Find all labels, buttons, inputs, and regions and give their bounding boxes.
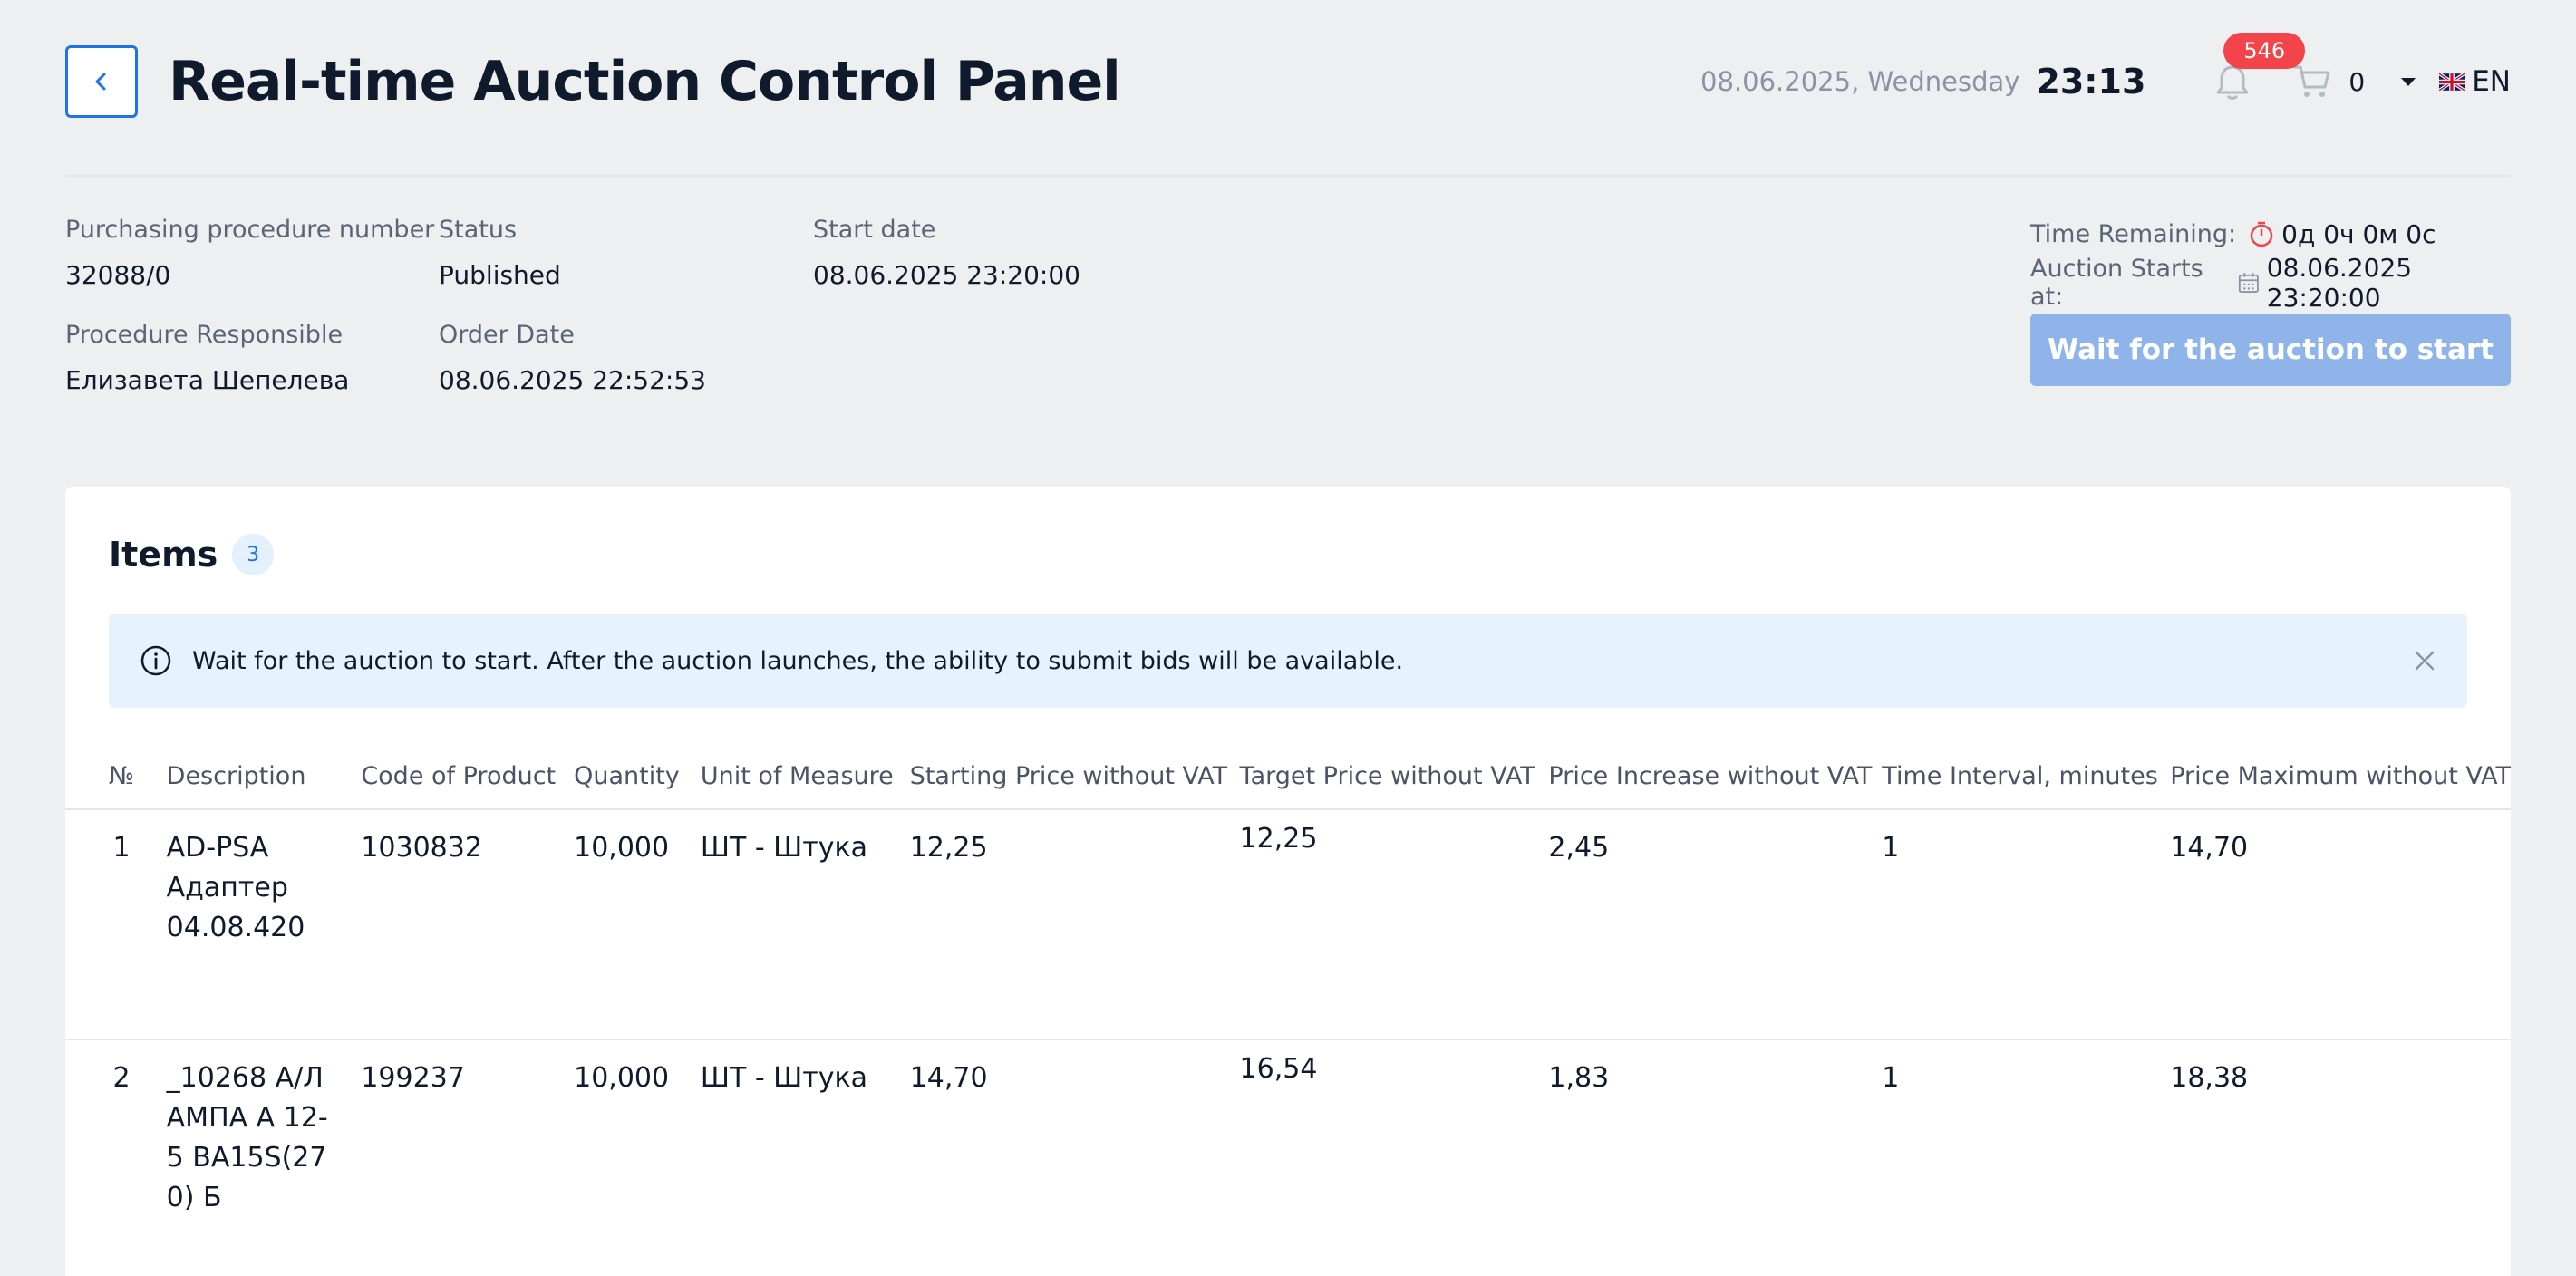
- cell-price-increase: 1,83: [1548, 1039, 1883, 1276]
- column-header[interactable]: Quantity: [574, 759, 701, 810]
- order-date-field: Order Date 08.06.2025 22:52:53: [439, 321, 706, 395]
- cell-unit: ШТ - Штука: [700, 1039, 910, 1276]
- auction-status: Time Remaining: 0д 0ч 0м 0с Auction Star…: [2030, 216, 2511, 386]
- items-card: Items 3 Wait for the auction to start. A…: [65, 487, 2511, 1276]
- chevron-down-icon[interactable]: [2401, 77, 2416, 86]
- procedure-number-label: Purchasing procedure number: [65, 216, 435, 244]
- time-remaining-label: Time Remaining:: [2030, 219, 2237, 248]
- close-icon[interactable]: [2413, 649, 2436, 672]
- info-icon: [140, 645, 171, 676]
- cell-quantity: 10,000: [574, 1039, 701, 1276]
- responsible-field: Procedure Responsible Елизавета Шепелева: [65, 321, 349, 395]
- items-count-badge: 3: [232, 534, 275, 575]
- start-date-label: Start date: [813, 216, 936, 244]
- cell-target-price: 16,54: [1239, 1039, 1549, 1276]
- cell-price-maximum: 18,38: [2170, 1039, 2511, 1276]
- cell-starting-price: 14,70: [909, 1039, 1240, 1276]
- order-date-label: Order Date: [439, 321, 575, 349]
- column-header[interactable]: Unit of Measure: [700, 759, 910, 810]
- bell-icon: [2216, 65, 2249, 100]
- current-time: 23:13: [2036, 62, 2146, 102]
- starts-at-label: Auction Starts at:: [2030, 255, 2203, 311]
- responsible-label: Procedure Responsible: [65, 321, 344, 349]
- cell-code: 1030832: [361, 809, 575, 1040]
- cell-time-interval: 1: [1882, 1039, 2171, 1276]
- status-value: Published: [439, 260, 561, 290]
- header-divider: [65, 175, 2511, 177]
- uk-flag-icon: [2439, 72, 2465, 91]
- items-table: № Description Code of Product Quantity U…: [65, 759, 2511, 1276]
- column-header[interactable]: Starting Price without VAT: [909, 759, 1240, 810]
- notifications-button[interactable]: 546: [2211, 33, 2306, 103]
- stopwatch-icon: [2250, 221, 2273, 247]
- column-header[interactable]: Description: [166, 759, 362, 810]
- header-right: 08.06.2025, Wednesday 23:13 546 0: [1700, 33, 2511, 103]
- cell-unit: ШТ - Штука: [700, 809, 910, 1040]
- status-label: Status: [439, 216, 518, 244]
- procedure-number-field: Purchasing procedure number 32088/0: [65, 216, 434, 290]
- cell-code: 199237: [361, 1039, 575, 1276]
- cell-number: 2: [65, 1039, 167, 1276]
- auction-starts-at: Auction Starts at: 08.06.2025 23:20:00: [2030, 253, 2511, 313]
- column-header[interactable]: Price Increase without VAT: [1548, 759, 1883, 810]
- time-remaining: Time Remaining: 0д 0ч 0м 0с: [2030, 216, 2511, 252]
- items-header: Items 3: [109, 534, 275, 575]
- procedure-number-value: 32088/0: [65, 260, 171, 290]
- cell-price-increase: 2,45: [1548, 809, 1883, 1040]
- current-date: 08.06.2025, Wednesday: [1700, 66, 2020, 97]
- start-date-value: 08.06.2025 23:20:00: [813, 260, 1080, 290]
- column-header[interactable]: Target Price without VAT: [1239, 759, 1549, 810]
- order-date-value: 08.06.2025 22:52:53: [439, 365, 706, 395]
- column-header[interactable]: Time Interval, minutes: [1882, 759, 2171, 810]
- table-header-row: № Description Code of Product Quantity U…: [65, 759, 2511, 810]
- start-date-field: Start date 08.06.2025 23:20:00: [813, 216, 1080, 290]
- cell-quantity: 10,000: [574, 809, 701, 1040]
- table-row[interactable]: 1 AD-PSA Адаптер 04.08.420 1030832 10,00…: [65, 809, 2511, 1040]
- cell-number: 1: [65, 809, 167, 1040]
- back-button[interactable]: [65, 45, 138, 118]
- header: Real-time Auction Control Panel 08.06.20…: [65, 33, 2511, 118]
- language-selector[interactable]: EN: [2439, 65, 2511, 98]
- cart-button[interactable]: 0: [2292, 63, 2365, 100]
- column-header[interactable]: №: [65, 759, 167, 810]
- info-alert: Wait for the auction to start. After the…: [109, 614, 2467, 708]
- notification-badge: 546: [2223, 33, 2306, 69]
- items-title: Items: [109, 535, 218, 575]
- wait-auction-button[interactable]: Wait for the auction to start: [2030, 314, 2511, 386]
- table-row[interactable]: 2 _10268 А/ЛАМПА А 12-5 BA15S(270) Б 199…: [65, 1039, 2511, 1276]
- cart-count: 0: [2348, 66, 2366, 97]
- cell-description: AD-PSA Адаптер 04.08.420: [166, 809, 362, 1040]
- responsible-value: Елизавета Шепелева: [65, 365, 350, 395]
- status-field: Status Published: [439, 216, 561, 290]
- column-header[interactable]: Price Maximum without VAT: [2170, 759, 2511, 810]
- starts-at-value: 08.06.2025 23:20:00: [2266, 253, 2413, 313]
- cell-starting-price: 12,25: [909, 809, 1240, 1040]
- cell-price-maximum: 14,70: [2170, 809, 2511, 1040]
- time-remaining-value: 0д 0ч 0м 0с: [2281, 218, 2436, 249]
- language-label: EN: [2472, 65, 2511, 98]
- cell-target-price: 12,25: [1239, 809, 1549, 1040]
- cell-time-interval: 1: [1882, 809, 2171, 1040]
- alert-message: Wait for the auction to start. After the…: [192, 646, 1404, 675]
- page-title: Real-time Auction Control Panel: [169, 50, 1121, 113]
- cell-description: _10268 А/ЛАМПА А 12-5 BA15S(270) Б: [166, 1039, 362, 1276]
- column-header[interactable]: Code of Product: [361, 759, 575, 810]
- calendar-icon: [2238, 273, 2259, 293]
- chevron-left-icon: [95, 72, 106, 91]
- cart-icon: [2292, 65, 2330, 97]
